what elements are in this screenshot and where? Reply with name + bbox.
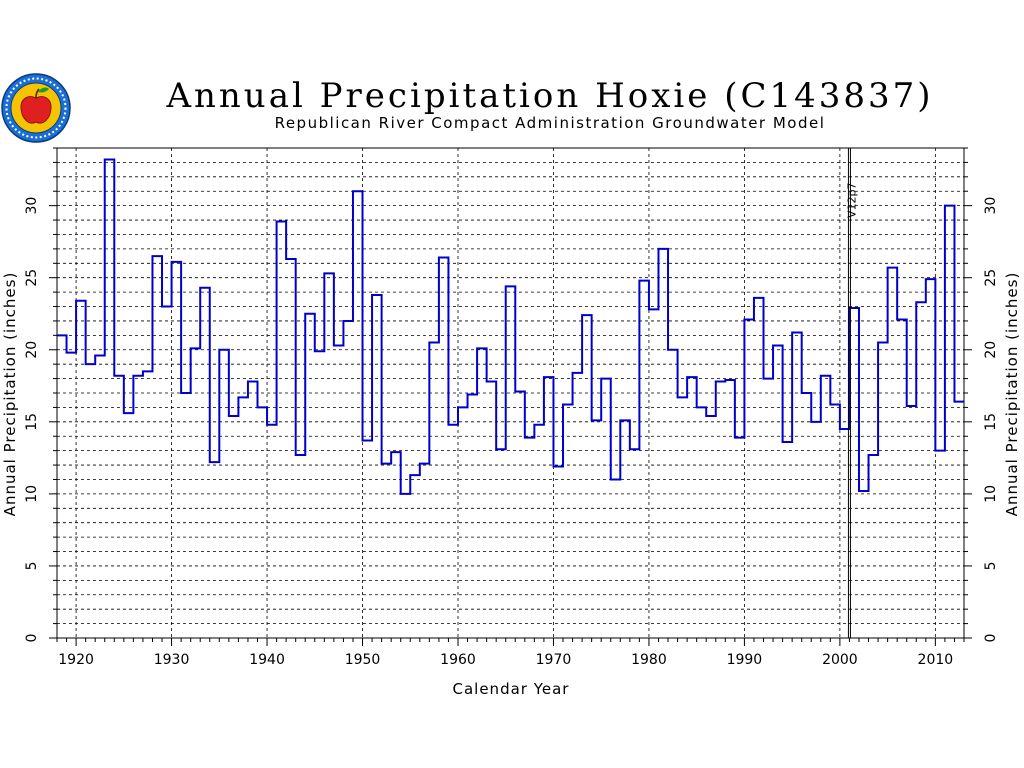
x-tick-label: 1950 xyxy=(345,652,381,668)
x-tick-label: 1970 xyxy=(536,652,572,668)
apple-seal-icon xyxy=(1,73,71,143)
x-tick-label: 2010 xyxy=(918,652,954,668)
y-tick-label-right: 30 xyxy=(983,197,999,215)
grid-lines xyxy=(57,148,964,638)
y-tick-label-right: 0 xyxy=(983,634,999,643)
y-tick-label-right: 25 xyxy=(983,269,999,287)
x-tick-label: 1940 xyxy=(249,652,285,668)
y-tick-label-left: 30 xyxy=(24,197,40,215)
y-tick-label-right: 10 xyxy=(983,485,999,503)
y-tick-label-right: 20 xyxy=(983,341,999,359)
x-tick-label: 1930 xyxy=(154,652,190,668)
x-axis-title: Calendar Year xyxy=(453,680,570,698)
y-tick-label-left: 0 xyxy=(24,634,40,643)
chart-title: Annual Precipitation Hoxie (C143837) xyxy=(166,76,934,116)
x-tick-label: 1920 xyxy=(58,652,94,668)
y-tick-label-left: 15 xyxy=(24,413,40,431)
tick-labels: 1920 1930 1940 1950 1960 1970 1980 1990 2000 2010… xyxy=(24,197,999,668)
y-axis-title-right: Annual Precipitation (inches) xyxy=(1003,272,1021,517)
y-tick-label-left: 10 xyxy=(24,485,40,503)
chart-subtitle: Republican River Compact Administration … xyxy=(274,114,826,132)
x-tick-label: 2000 xyxy=(822,652,858,668)
y-axis-title-left: Annual Precipitation (inches) xyxy=(1,272,19,517)
x-tick-label: 1990 xyxy=(727,652,763,668)
y-tick-label-left: 20 xyxy=(24,341,40,359)
marker-label: V12p7 xyxy=(845,182,858,218)
series-layer xyxy=(57,158,964,495)
x-tick-label: 1980 xyxy=(631,652,667,668)
y-tick-label-left: 25 xyxy=(24,269,40,287)
series-line xyxy=(57,158,964,495)
plot-frame xyxy=(49,147,972,646)
y-tick-label-left: 5 xyxy=(24,561,40,570)
x-tick-label: 1960 xyxy=(440,652,476,668)
y-tick-label-right: 15 xyxy=(983,413,999,431)
y-tick-label-right: 5 xyxy=(983,561,999,570)
